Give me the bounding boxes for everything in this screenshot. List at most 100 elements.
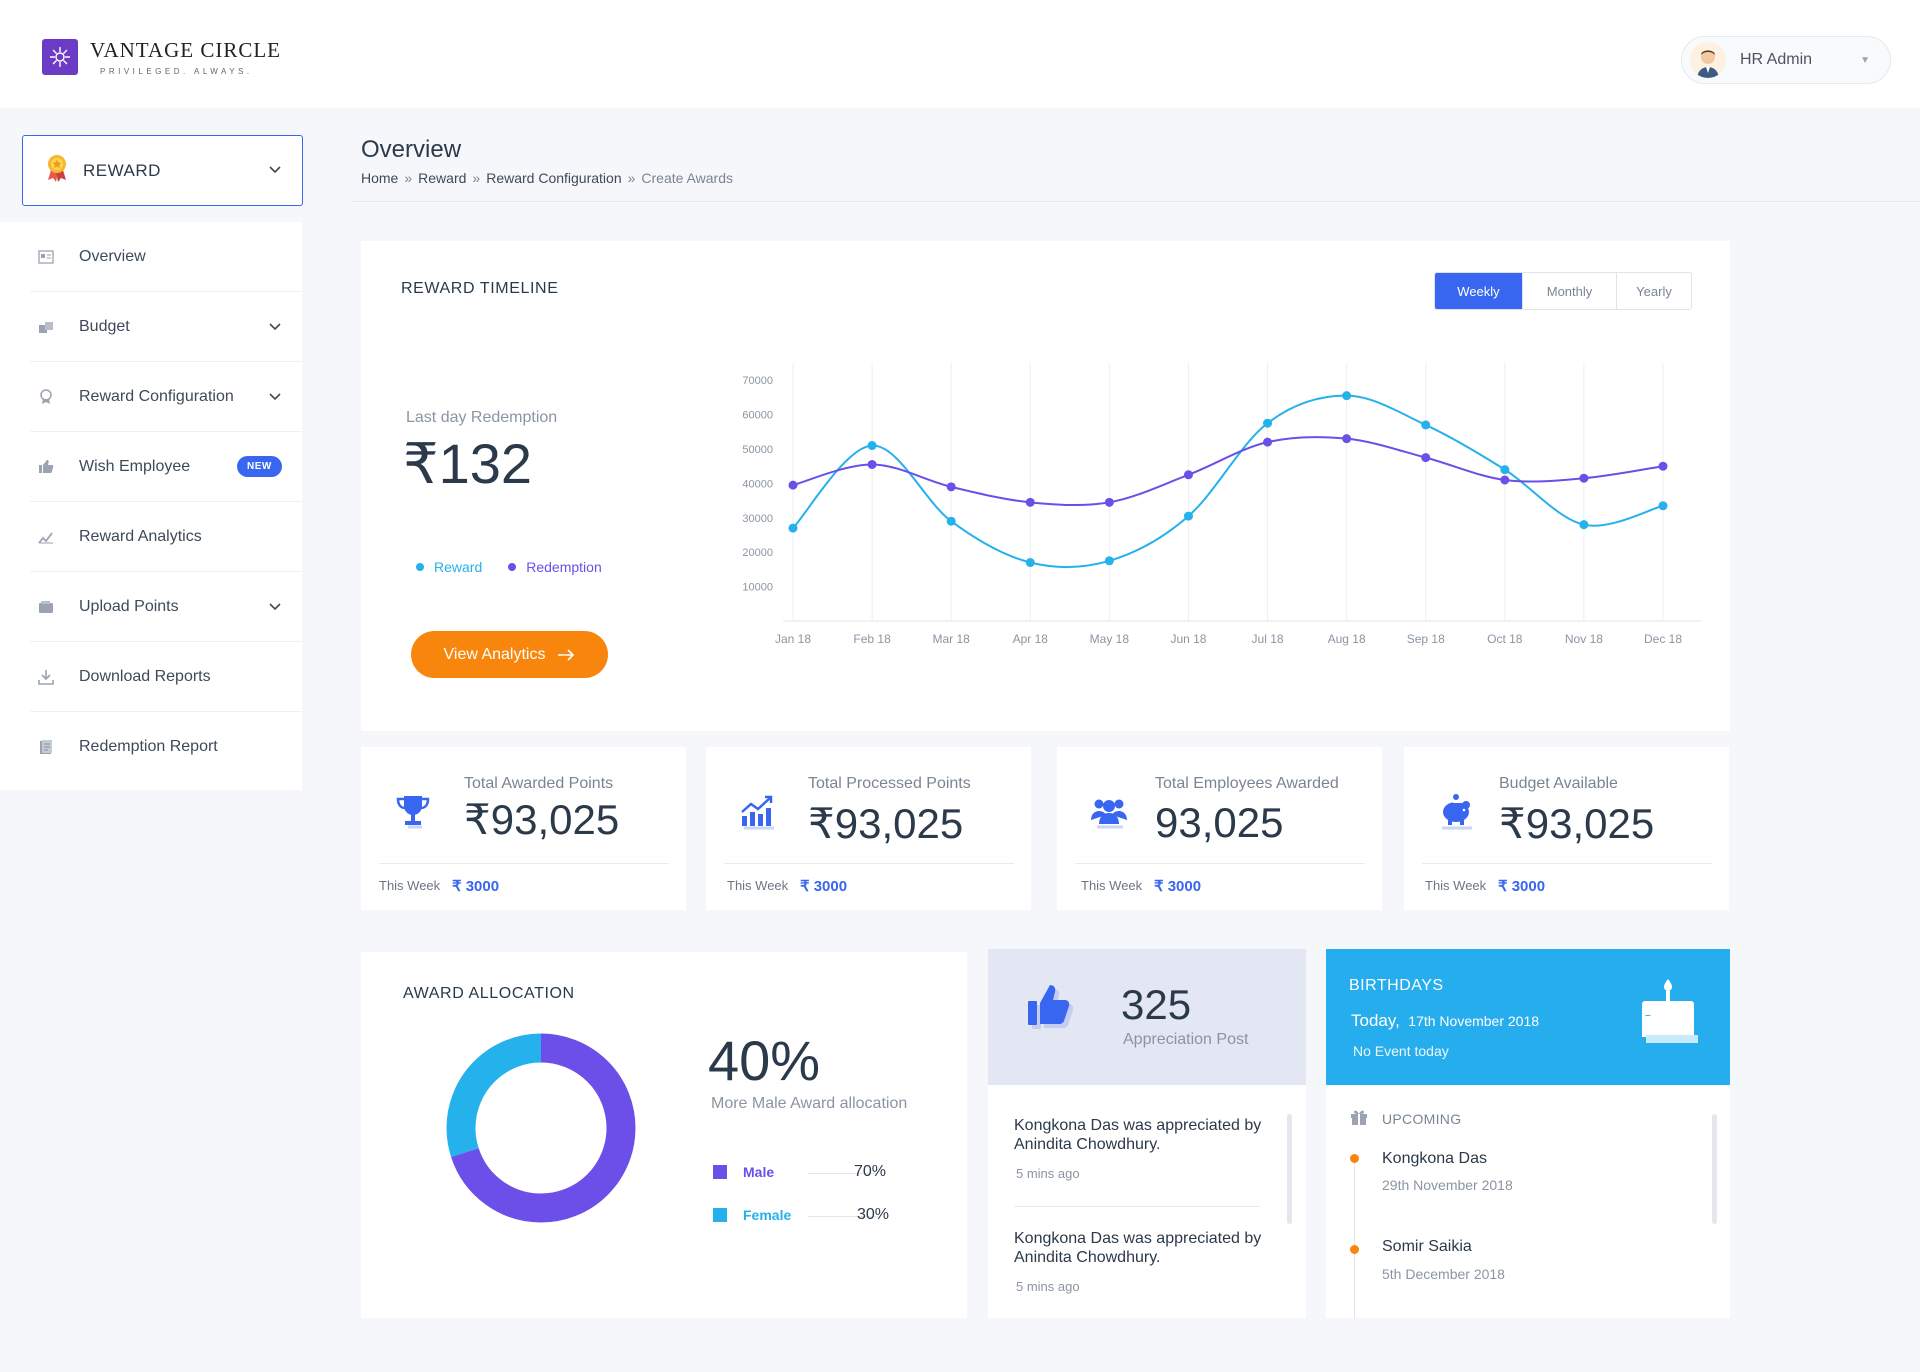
timeline-dot <box>1350 1245 1359 1254</box>
thumbs-up-icon <box>1024 981 1080 1042</box>
data-point <box>946 482 956 492</box>
sidebar-item-label: Reward Configuration <box>79 387 234 405</box>
module-label: REWARD <box>83 160 161 180</box>
period-monthly-button[interactable]: Monthly <box>1522 273 1616 309</box>
top-header: VANTAGE CIRCLE PRIVILEGED. ALWAYS. HR Ad… <box>0 0 1920 108</box>
stat-week-label: This Week <box>1081 878 1143 893</box>
data-point <box>867 441 877 451</box>
user-menu[interactable]: HR Admin ▼ <box>1681 36 1891 84</box>
sidebar-item-overview[interactable]: Overview <box>30 222 302 292</box>
legend-reward: Reward <box>416 559 482 575</box>
data-point <box>1025 497 1035 507</box>
stat-card-awarded: Total Awarded Points ₹93,025 This Week ₹… <box>361 747 686 910</box>
divider <box>352 201 1920 202</box>
overview-icon <box>36 247 56 267</box>
no-event-text: No Event today <box>1353 1043 1449 1059</box>
card-title: AWARD ALLOCATION <box>403 985 575 1002</box>
period-weekly-button[interactable]: Weekly <box>1435 273 1522 309</box>
breadcrumb-reward[interactable]: Reward <box>418 170 467 186</box>
appreciation-post[interactable]: Kongkona Das was appreciated by Anindita… <box>1014 1229 1276 1294</box>
stat-week-value: ₹ 3000 <box>1498 878 1546 895</box>
x-tick-label: Feb 18 <box>853 632 891 646</box>
y-tick-label: 60000 <box>742 410 773 422</box>
stat-week-value: ₹ 3000 <box>1154 878 1202 895</box>
data-point <box>1025 558 1035 568</box>
sidebar-item-wish-employee[interactable]: Wish Employee NEW <box>30 432 302 502</box>
appreciation-post[interactable]: Kongkona Das was appreciated by Anindita… <box>1014 1116 1276 1181</box>
stat-week-label: This Week <box>1425 878 1487 893</box>
appreciation-card: 325 Appreciation Post Kongkona Das was a… <box>988 949 1306 1318</box>
appreciation-label: Appreciation Post <box>1123 1031 1249 1048</box>
appreciation-count: 325 <box>1121 981 1192 1028</box>
analytics-icon <box>36 527 56 547</box>
module-selector[interactable]: REWARD <box>22 135 303 206</box>
data-point <box>1421 420 1431 430</box>
period-yearly-button[interactable]: Yearly <box>1616 273 1691 309</box>
stat-card-budget: Budget Available ₹93,025 This Week ₹ 300… <box>1404 747 1729 910</box>
last-day-label: Last day Redemption <box>406 409 558 426</box>
legend-label: Redemption <box>526 559 602 575</box>
last-day-value: ₹132 <box>403 432 533 495</box>
stat-card-processed: Total Processed Points ₹93,025 This Week… <box>706 747 1031 910</box>
sidebar-item-reward-analytics[interactable]: Reward Analytics <box>30 502 302 572</box>
logo-mark-icon <box>42 39 78 75</box>
stat-week-value: ₹ 3000 <box>452 878 500 895</box>
breadcrumb-reward-configuration[interactable]: Reward Configuration <box>486 170 622 186</box>
period-toggle: Weekly Monthly Yearly <box>1434 272 1692 310</box>
birthdays-card: BIRTHDAYS Today, 17th November 2018 No E… <box>1326 949 1730 1319</box>
sidebar: Overview Budget Reward Configuration Wis… <box>0 222 302 790</box>
view-analytics-button[interactable]: View Analytics <box>411 631 608 678</box>
data-point <box>1500 465 1510 475</box>
data-point <box>946 516 956 526</box>
scrollbar[interactable] <box>1712 1114 1717 1224</box>
y-tick-label: 10000 <box>742 582 773 594</box>
data-point <box>1263 437 1273 447</box>
stat-week-label: This Week <box>379 878 441 893</box>
sidebar-item-label: Wish Employee <box>79 457 191 475</box>
breadcrumb-home[interactable]: Home <box>361 170 399 186</box>
divider <box>1014 1206 1260 1207</box>
arrow-right-icon <box>557 648 575 661</box>
breadcrumb-separator: » <box>472 170 481 186</box>
x-tick-label: Jul 18 <box>1252 632 1284 646</box>
legend-dot <box>508 563 517 571</box>
legend-swatch <box>713 1208 727 1222</box>
sidebar-item-reward-configuration[interactable]: Reward Configuration <box>30 362 302 432</box>
upcoming-label: UPCOMING <box>1382 1111 1462 1127</box>
sidebar-item-budget[interactable]: Budget <box>30 292 302 362</box>
legend-swatch <box>713 1165 727 1179</box>
today-line: Today, 17th November 2018 <box>1351 1011 1539 1031</box>
scrollbar[interactable] <box>1287 1114 1292 1224</box>
stat-week-value: ₹ 3000 <box>800 878 848 895</box>
birthday-name: Kongkona Das <box>1382 1150 1487 1167</box>
button-label: View Analytics <box>443 645 546 663</box>
data-point <box>1658 461 1668 471</box>
stat-label: Budget Available <box>1499 775 1618 792</box>
award-allocation-card: AWARD ALLOCATION 40% More Male Award all… <box>361 952 967 1318</box>
allocation-row-female: Female 30% <box>713 1206 928 1226</box>
y-tick-label: 50000 <box>742 444 773 456</box>
x-tick-label: Oct 18 <box>1487 632 1523 646</box>
allocation-headline: 40% <box>708 1029 821 1092</box>
x-tick-label: Sep 18 <box>1407 632 1445 646</box>
data-point <box>1183 470 1193 480</box>
chevron-down-icon <box>268 389 282 408</box>
data-point <box>1342 391 1352 401</box>
sidebar-item-upload-points[interactable]: Upload Points <box>30 572 302 642</box>
breadcrumb-separator: » <box>627 170 636 186</box>
x-tick-label: Nov 18 <box>1565 632 1603 646</box>
sidebar-item-redemption-report[interactable]: Redemption Report <box>30 712 302 782</box>
today-label: Today, <box>1351 1011 1400 1030</box>
stat-value: 93,025 <box>1155 799 1284 846</box>
sidebar-item-download-reports[interactable]: Download Reports <box>30 642 302 712</box>
gift-icon <box>1350 1109 1368 1130</box>
data-point <box>1104 497 1114 507</box>
allocation-value: 70% <box>853 1163 886 1180</box>
x-tick-label: Apr 18 <box>1013 632 1049 646</box>
breadcrumb-separator: » <box>404 170 413 186</box>
divider <box>1422 863 1712 864</box>
sidebar-item-label: Redemption Report <box>79 738 218 755</box>
data-point <box>1421 453 1431 463</box>
x-tick-label: May 18 <box>1090 632 1130 646</box>
brand-logo[interactable]: VANTAGE CIRCLE PRIVILEGED. ALWAYS. <box>42 38 281 76</box>
